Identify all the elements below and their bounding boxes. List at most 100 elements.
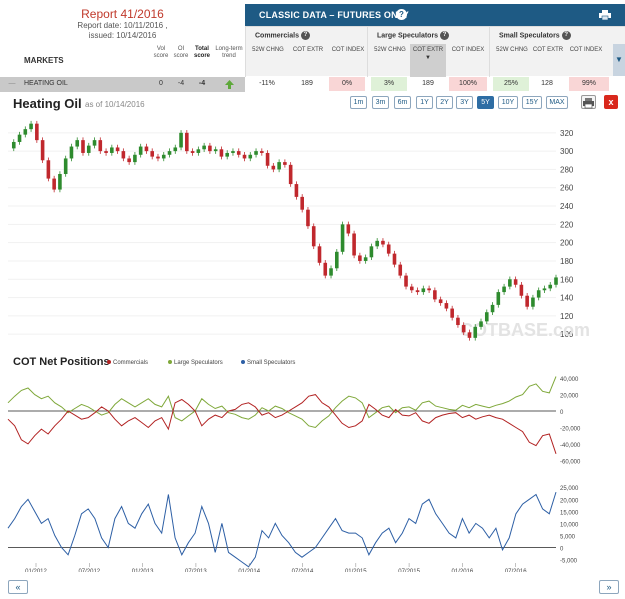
candle-body [311,226,316,247]
candle-body [58,174,62,190]
comm-extr-header[interactable]: COT EXTR [292,47,324,53]
commercials-line [7,394,557,454]
large-extr-header[interactable]: COT EXTR ▼ [410,44,446,77]
candle-body [513,279,518,285]
candle-body [86,145,91,153]
close-chart-button[interactable]: x [604,95,618,109]
large-index-header[interactable]: COT INDEX [451,47,485,53]
total-score: -4 [198,80,206,87]
chart-area[interactable]: 100 120 140 160 180 200 220 240 260 280 300 320 COTB… [0,112,625,572]
candle-body [519,284,524,296]
chart-title: Heating Oil [13,96,82,111]
candle-body [35,123,39,141]
legend-large-label: Large Speculators [174,360,223,366]
legend-commercials[interactable]: Commercials [107,360,148,366]
candle-body [461,325,466,333]
legend-dot-icon [107,360,111,365]
range-3y-button[interactable]: 3Y [456,96,473,109]
candle-body [427,288,431,291]
range-3m-button[interactable]: 3m [372,96,389,109]
range-15y-button[interactable]: 15Y [522,96,542,109]
range-6m-button[interactable]: 6m [394,96,411,109]
candle-body [329,268,333,276]
large-52w-header[interactable]: 52W CHNG [374,47,406,53]
legend-small-speculators[interactable]: Small Speculators [241,360,295,366]
candle-body [306,209,310,227]
markets-column-header: MARKETS [24,56,64,65]
comm-52w-header[interactable]: 52W CHNG [252,47,284,53]
vol-score-header[interactable]: Vol score [153,46,169,59]
candle-body [317,246,322,263]
candle-body [179,132,183,148]
comm-index-header[interactable]: COT INDEX [331,47,365,53]
y-tick-label: 0 [560,547,564,553]
small-52w-header[interactable]: 52W CHNG [496,47,528,53]
candle-body [536,290,541,298]
help-icon[interactable]: ? [440,31,450,40]
candle-body [98,140,103,152]
scroll-down-icon[interactable]: ▼ [613,44,625,76]
small-52w-value: 25% [493,77,529,91]
help-icon[interactable]: ? [561,31,571,40]
range-1m-button[interactable]: 1m [350,96,367,109]
range-5y-button[interactable]: 5Y [477,96,494,109]
column-groups: Commercials? 52W CHNG COT EXTR COT INDEX… [245,26,625,77]
table-row[interactable]: — HEATING OIL 0 -4 -4 -11% 189 0% 3% 189… [0,77,625,92]
range-10y-button[interactable]: 10Y [498,96,518,109]
candle-body [490,304,495,313]
candle-body [127,158,131,163]
y-tick-label: 0 [560,410,564,416]
range-max-button[interactable]: MAX [546,96,568,109]
help-icon[interactable]: ? [396,9,407,20]
candle-body [450,308,454,318]
large-extr-label: COT EXTR [412,47,444,53]
candle-body [69,146,74,159]
candle-body [375,240,379,247]
candle-body [138,146,143,155]
candle-body [185,132,189,152]
row-expand-icon[interactable]: — [8,80,16,87]
oi-score-header[interactable]: OI score [173,46,189,59]
candle-body [363,257,368,261]
market-cell [0,77,245,92]
y-tick-label: 120 [560,312,574,321]
next-page-button[interactable]: » [599,580,619,594]
small-extr-header[interactable]: COT EXTR [532,47,564,53]
print-chart-button[interactable] [581,95,596,109]
candle-body [386,244,391,254]
total-score-header[interactable]: Total score [193,46,210,59]
y-tick-label: 20,000 [560,498,579,504]
market-name[interactable]: HEATING OIL [24,80,68,87]
x-tick-label: 01/2015 [345,569,367,572]
candle-body [63,158,68,175]
legend-dot-icon [241,360,245,365]
candle-body [525,295,529,307]
help-icon[interactable]: ? [300,31,310,40]
candle-body [479,321,483,327]
candle-body [17,134,22,142]
legend-large-speculators[interactable]: Large Speculators [168,360,223,366]
prev-page-button[interactable]: « [8,580,28,594]
large-52w-value: 3% [371,77,407,91]
candle-body [196,149,201,153]
candle-body [531,297,535,307]
candle-body [156,156,160,159]
range-1y-button[interactable]: 1Y [416,96,433,109]
candle-body [473,326,478,338]
small-group-label: Small Speculators [499,32,560,40]
long-term-trend-header[interactable]: Long-term trend [215,46,243,59]
candle-body [254,151,258,155]
range-2y-button[interactable]: 2Y [436,96,453,109]
x-tick-label: 07/2014 [292,569,314,572]
candle-body [392,253,397,265]
small-index-header[interactable]: COT INDEX [569,47,603,53]
y-tick-label: 300 [560,147,574,156]
candle-body [554,277,558,285]
printer-icon[interactable] [599,10,611,20]
cot-title: COT Net Positions [13,356,110,368]
comm-52w-value: -11% [259,80,275,87]
printer-icon [583,98,594,109]
candle-body [161,154,166,159]
candle-body [81,140,85,153]
small-index-value: 99% [569,77,609,91]
